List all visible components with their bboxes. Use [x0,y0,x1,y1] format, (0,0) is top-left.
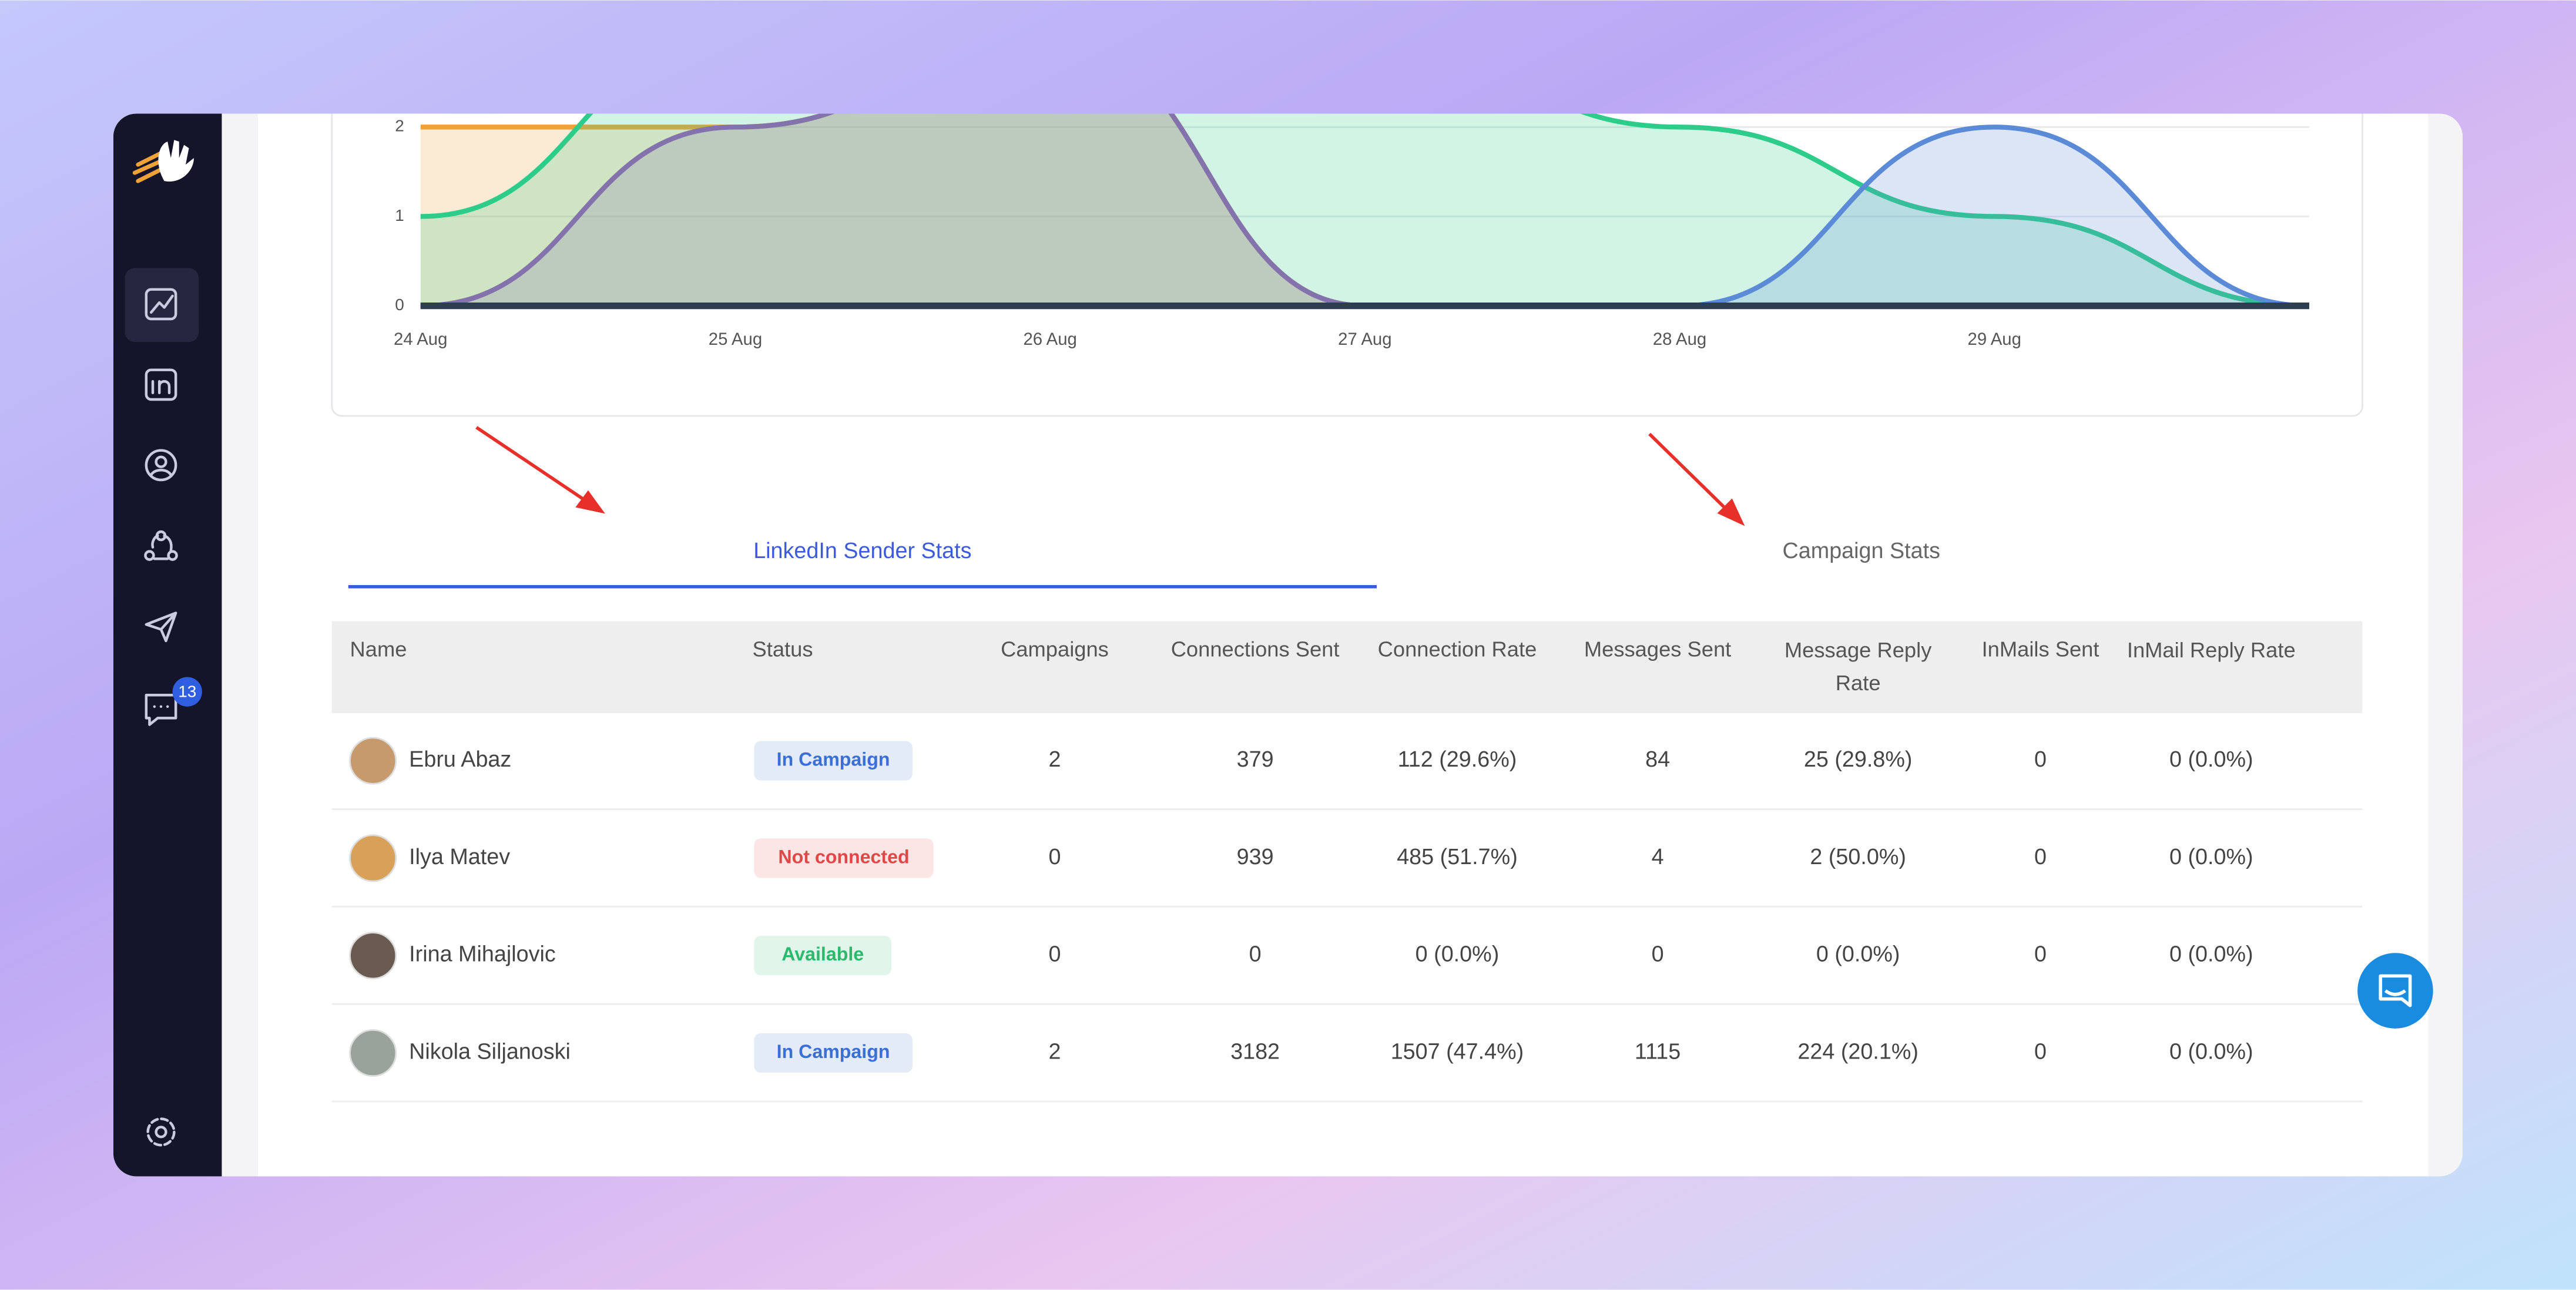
area [420,113,2309,306]
header-cell-wrap: InMail Reply Rate [2126,637,2296,663]
cell: 112 (29.6%) [1398,747,1517,771]
cell: 1507 (47.4%) [1391,1039,1524,1063]
avatar [349,737,397,785]
plot [420,113,2309,310]
cell: 0 [2034,1039,2047,1063]
status: Available [781,943,864,965]
cell: 2 [1048,1039,1061,1063]
header-cell: Name [350,637,407,661]
status: Not connected [778,846,909,867]
nav-profile[interactable] [145,449,177,482]
status-badge [754,936,892,976]
cell: 0 [1652,942,1664,966]
cell: 0 (0.0%) [1416,942,1500,966]
y-tick-label: 1 [395,206,404,224]
header-cell: InMail Reply Rate [2126,637,2296,663]
arrows [475,426,1745,526]
nav-linkedin[interactable] [145,368,177,401]
cell: 0 (0.0%) [2169,942,2253,966]
cell: 0 [2034,844,2047,869]
nav-campaigns[interactable] [145,612,177,643]
cell: 0 [2034,747,2047,771]
cell: 0 [2034,942,2047,966]
area [420,113,2309,306]
cell: 84 [1645,747,1670,771]
x-tick-label: 25 Aug [709,330,762,349]
cell: 0 [1048,942,1061,966]
cell: 0 (0.0%) [1816,942,1900,966]
badge-count: 13 [178,682,196,700]
cell: 4 [1652,844,1664,869]
x-tick-label: 28 Aug [1653,330,1706,349]
header-cell: Campaigns [1001,637,1109,661]
status-badge [754,838,934,878]
chart-card [331,113,2363,417]
tab-active[interactable]: LinkedIn Sender Stats [753,538,971,563]
avatar [349,834,397,882]
cell: 3182 [1230,1039,1280,1063]
table: Name Status Campaigns Connections Sent Conne… [331,637,2363,1103]
header-cell: InMails Sent [1982,637,2099,661]
line [420,113,2309,308]
table-header [331,621,2363,714]
nav-analytics[interactable] [145,288,177,321]
logo [132,140,194,183]
avatar [349,932,397,980]
cell: 2 [1048,747,1061,771]
chat-icon [2379,974,2412,1007]
status: In Campaign [777,749,890,770]
chart: 0 1 2 24 Aug 25 Aug 26 Aug 27 Aug 28 Aug 29 Aug [394,113,2309,349]
cell: 0 [1048,844,1061,869]
x-tick-label: 29 Aug [1968,330,2021,349]
cell: 224 (20.1%) [1797,1039,1918,1063]
header-cell: Connection Rate [1378,637,1537,661]
header-cell: Messages Sent [1584,637,1731,661]
cell: 485 (51.7%) [1397,844,1518,869]
status: In Campaign [777,1041,890,1062]
name: Irina Mihajlovic [409,942,556,966]
status-badge [754,741,913,781]
y-tick-label: 0 [395,295,404,314]
status-badge [754,1033,913,1073]
badge [172,677,202,707]
header-cell: Status [753,637,813,661]
header-cell: Connections Sent [1171,637,1340,661]
cell: 25 (29.8%) [1804,747,1913,771]
cell: 939 [1237,844,1274,869]
cell: 2 (50.0%) [1810,844,1906,869]
cell: 1115 [1635,1039,1681,1063]
area [420,127,2309,306]
x-tick-label: 26 Aug [1023,330,1076,349]
name: Ilya Matev [409,844,510,869]
name: Nikola Siljanoski [409,1039,571,1063]
tab-underline [348,584,1377,589]
cell: 379 [1237,747,1274,771]
y-tick-label: 2 [395,117,404,135]
area [420,113,2309,306]
nav-settings[interactable] [146,1117,176,1147]
name: Ebru Abaz [409,747,511,771]
header-cell-wrap: Message Reply Rate [1784,637,1932,696]
cell: 0 [1249,942,1262,966]
chat-button[interactable] [2357,953,2433,1029]
x-tick-label: 27 Aug [1338,330,1391,349]
cell: 0 (0.0%) [2169,844,2253,869]
x-tick-label: 24 Aug [394,330,447,349]
cell: 0 (0.0%) [2169,747,2253,771]
cell: 0 (0.0%) [2169,1039,2253,1063]
header-cell: Message Reply Rate [1784,637,1932,696]
tab[interactable]: Campaign Stats [1783,538,1940,563]
nav-network[interactable] [144,530,178,561]
avatar [349,1029,397,1077]
